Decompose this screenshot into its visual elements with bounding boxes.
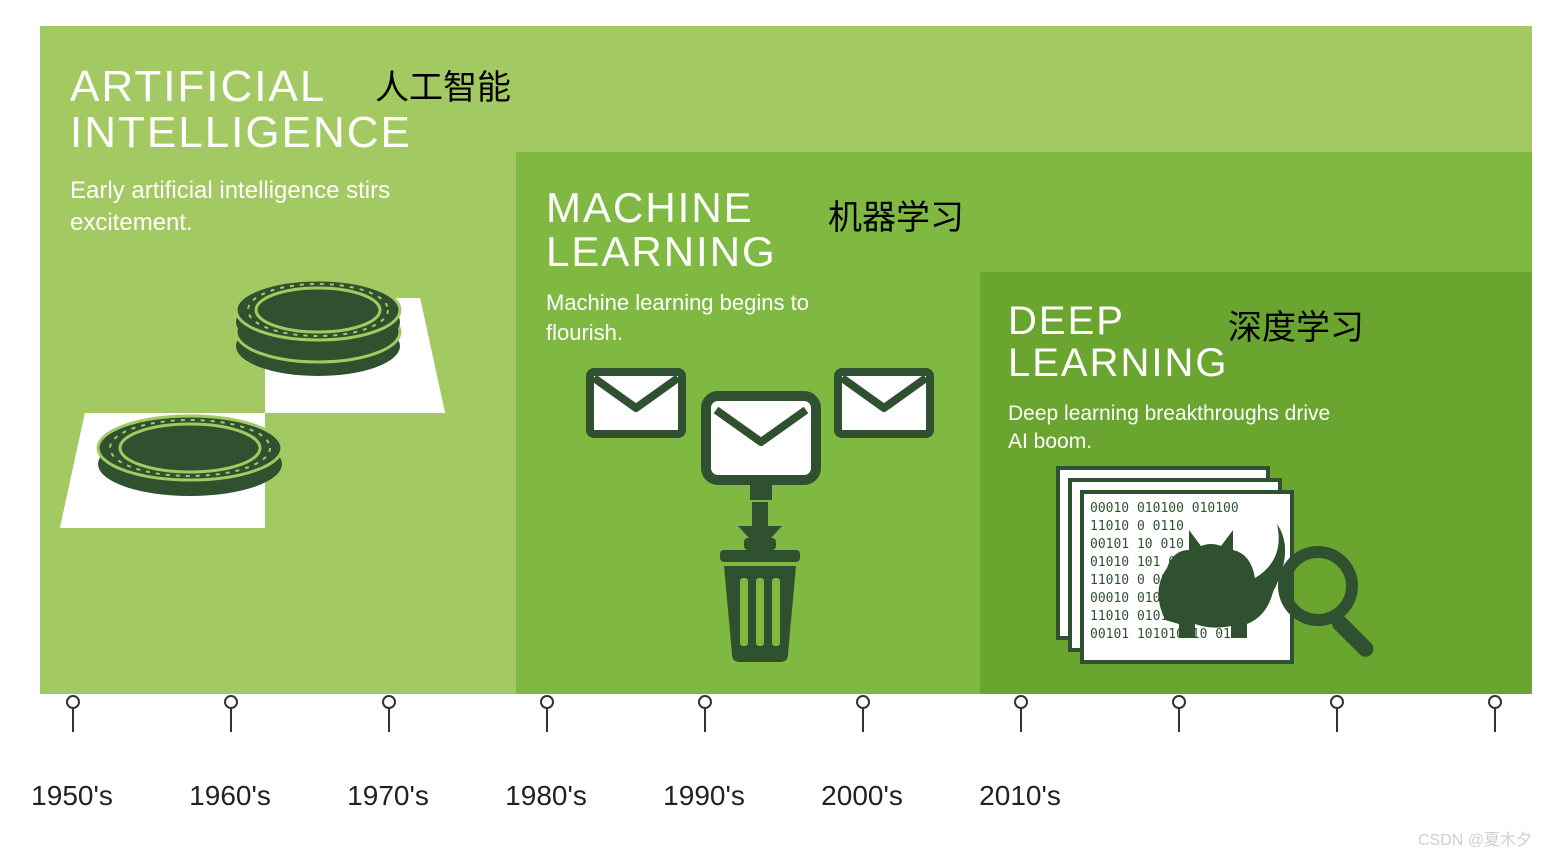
timeline-tick — [1020, 702, 1022, 732]
timeline-tick — [862, 702, 864, 732]
svg-text:00010 010100 010100: 00010 010100 010100 — [1090, 501, 1239, 516]
timeline-tick — [72, 702, 74, 732]
dl-title-line2: LEARNING — [1008, 341, 1229, 385]
ai-subtitle: Early artificial intelligence stirs exci… — [70, 175, 400, 240]
infographic-stage: ARTIFICIAL INTELLIGENCE 人工智能 Early artif… — [0, 0, 1560, 860]
svg-text:00101 10 010: 00101 10 010 — [1090, 537, 1184, 552]
ml-title: MACHINE LEARNING — [546, 186, 777, 274]
timeline-tick — [388, 702, 390, 732]
ml-title-line1: MACHINE — [546, 184, 754, 231]
dl-subtitle: Deep learning breakthroughs drive AI boo… — [1008, 400, 1348, 457]
ai-title-cn: 人工智能 — [375, 60, 511, 109]
dl-title-line1: DEEP — [1008, 299, 1125, 343]
dl-title-cn: 深度学习 — [1228, 300, 1364, 349]
svg-text:00101 101010 10 010: 00101 101010 10 010 — [1090, 627, 1239, 642]
timeline-tick — [704, 702, 706, 732]
timeline-label: 1980's — [505, 780, 587, 812]
dl-title: DEEP LEARNING — [1008, 300, 1229, 384]
ai-title-line1: ARTIFICIAL — [70, 62, 326, 111]
timeline-label: 1950's — [31, 780, 113, 812]
timeline-tick — [1178, 702, 1180, 732]
timeline-label: 1960's — [189, 780, 271, 812]
ml-title-line2: LEARNING — [546, 228, 777, 275]
timeline-tick — [1336, 702, 1338, 732]
spam-filter-icon — [560, 352, 960, 672]
ml-title-cn: 机器学习 — [828, 190, 964, 239]
ai-title-line2: INTELLIGENCE — [70, 108, 412, 157]
timeline-label: 2000's — [821, 780, 903, 812]
timeline-tick — [546, 702, 548, 732]
checkers-icon — [50, 258, 480, 588]
timeline-label: 2010's — [979, 780, 1061, 812]
ai-title: ARTIFICIAL INTELLIGENCE — [70, 64, 412, 156]
svg-text:11010 0 0110: 11010 0 0110 — [1090, 519, 1184, 534]
timeline-tick — [230, 702, 232, 732]
timeline-label: 1990's — [663, 780, 745, 812]
watermark: CSDN @夏木夕 — [1418, 826, 1532, 850]
timeline-label: 1970's — [347, 780, 429, 812]
ml-subtitle: Machine learning begins to flourish. — [546, 288, 886, 347]
deep-learning-icon: 00010 010100 010100 11010 0 0110 00101 1… — [1050, 460, 1390, 680]
timeline-tick — [1494, 702, 1496, 732]
